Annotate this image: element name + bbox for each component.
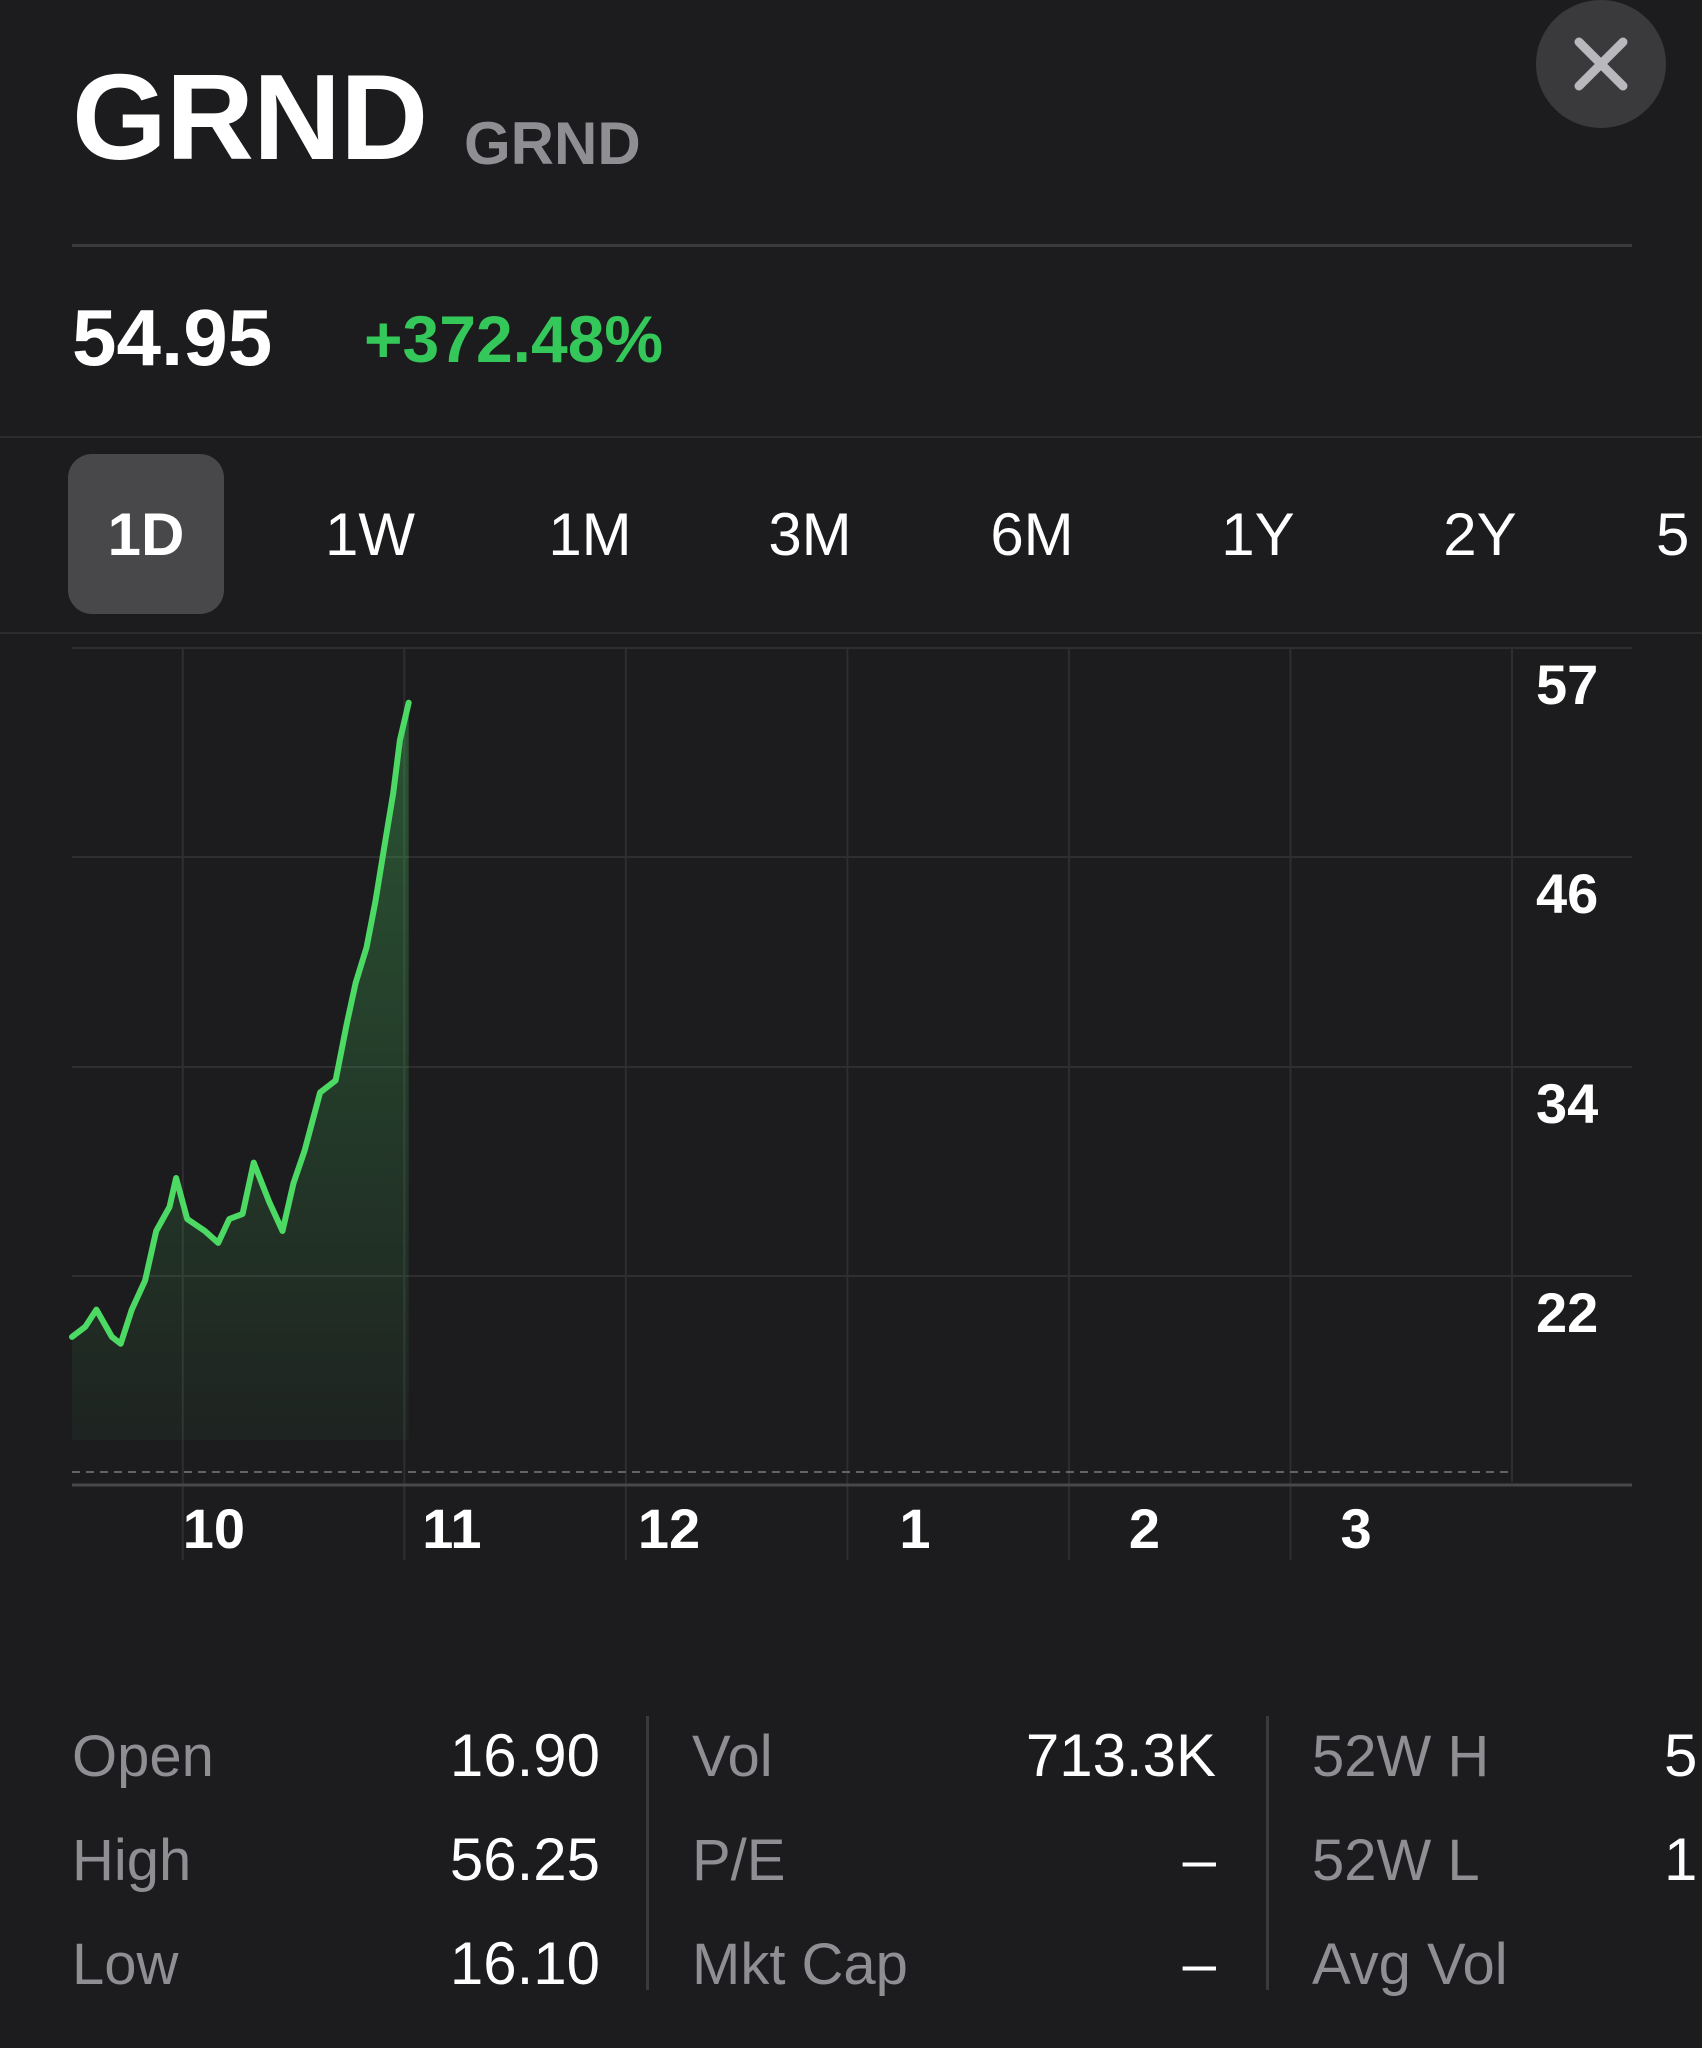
range-tab-6m[interactable]: 6M bbox=[990, 500, 1074, 568]
stat-value-vol: 713.3K bbox=[1025, 1722, 1216, 1789]
price-change-percent: +372.48% bbox=[364, 302, 664, 376]
stats-separator bbox=[646, 1716, 649, 1990]
chart-y-tick-label: 46 bbox=[1536, 862, 1598, 925]
chart-area-fill bbox=[72, 702, 409, 1440]
stat-label-pe: P/E bbox=[692, 1828, 786, 1893]
stat-label-open: Open bbox=[72, 1724, 214, 1789]
stat-value-mkt-cap: – bbox=[1182, 1930, 1216, 1997]
stock-symbol: GRND bbox=[72, 49, 428, 185]
stat-value-52w-high: 5 bbox=[1664, 1722, 1698, 1789]
stat-label-avg-vol: Avg Vol bbox=[1312, 1932, 1508, 1997]
quote-divider bbox=[0, 436, 1702, 438]
range-tab-1y[interactable]: 1Y bbox=[1221, 500, 1295, 568]
tabs-divider bbox=[0, 632, 1702, 634]
stat-label-high: High bbox=[72, 1828, 192, 1893]
range-tab-3m[interactable]: 3M bbox=[768, 500, 852, 568]
chart-y-tick-label: 57 bbox=[1536, 653, 1598, 716]
close-button[interactable] bbox=[1536, 0, 1666, 128]
chart-x-tick-label: 1 bbox=[899, 1497, 930, 1560]
range-tab-1m[interactable]: 1M bbox=[548, 500, 632, 568]
stat-value-52w-low: 1 bbox=[1664, 1826, 1698, 1893]
range-tab-1d[interactable]: 1D bbox=[68, 454, 224, 614]
stat-label-vol: Vol bbox=[692, 1724, 773, 1789]
stat-value-open: 16.90 bbox=[449, 1722, 600, 1789]
stat-value-high: 56.25 bbox=[449, 1826, 600, 1893]
close-icon bbox=[1574, 37, 1628, 91]
range-tab-1w[interactable]: 1W bbox=[325, 500, 415, 568]
chart-x-tick-label: 10 bbox=[183, 1497, 245, 1560]
stat-label-52w-high: 52W H bbox=[1312, 1724, 1490, 1789]
chart-x-tick-label: 2 bbox=[1129, 1497, 1160, 1560]
chart-x-tick-label: 3 bbox=[1340, 1497, 1371, 1560]
chart-x-tick-label: 11 bbox=[422, 1497, 481, 1560]
stock-name: GRND bbox=[464, 110, 641, 177]
chart-price-line bbox=[69, 699, 412, 1347]
range-tab-2y[interactable]: 2Y bbox=[1443, 500, 1517, 568]
chart-x-tick-label: 12 bbox=[638, 1497, 700, 1560]
stat-value-low: 16.10 bbox=[449, 1930, 600, 1997]
stat-label-low: Low bbox=[72, 1932, 179, 1997]
stat-label-52w-low: 52W L bbox=[1312, 1828, 1480, 1893]
header-divider bbox=[72, 244, 1632, 247]
stat-label-mkt-cap: Mkt Cap bbox=[692, 1932, 908, 1997]
range-tab-5y[interactable]: 5 bbox=[1656, 500, 1690, 568]
stat-value-pe: – bbox=[1182, 1826, 1216, 1893]
current-price: 54.95 bbox=[72, 293, 273, 382]
chart-y-tick-label: 22 bbox=[1536, 1281, 1598, 1344]
chart-y-tick-label: 34 bbox=[1536, 1072, 1598, 1135]
stats-separator bbox=[1266, 1716, 1269, 1990]
